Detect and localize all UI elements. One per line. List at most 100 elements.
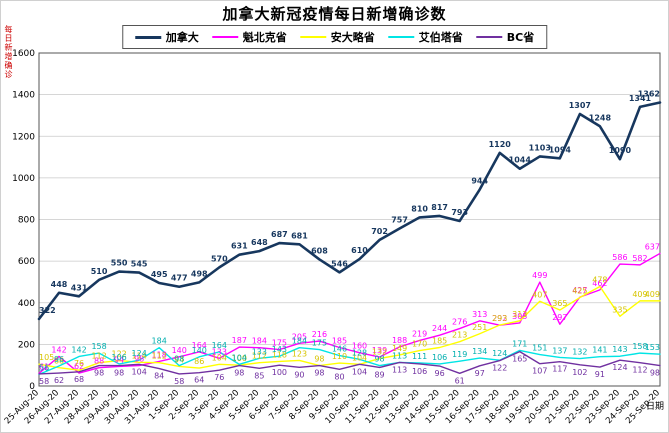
data-label: 85 <box>254 371 264 380</box>
data-label: 365 <box>552 299 567 308</box>
data-label: 118 <box>152 350 167 359</box>
data-label: 478 <box>592 276 607 285</box>
data-label: 98 <box>314 355 324 364</box>
y-tick-label: 1200 <box>12 132 35 142</box>
data-label: 94 <box>174 355 184 364</box>
data-label: 303 <box>512 312 527 321</box>
data-label: 123 <box>292 349 307 358</box>
data-label: 112 <box>152 352 167 361</box>
data-label: 133 <box>212 347 227 356</box>
data-label: 431 <box>71 283 88 292</box>
data-label: 98 <box>314 369 324 378</box>
data-label: 142 <box>71 345 86 354</box>
data-label: 58 <box>174 377 184 386</box>
data-label: 134 <box>472 347 487 356</box>
data-label: 84 <box>154 372 164 381</box>
data-label: 98 <box>650 369 660 378</box>
data-label: 98 <box>174 355 184 364</box>
data-label: 96 <box>54 355 64 364</box>
data-label: 142 <box>51 345 66 354</box>
data-label: 175 <box>312 339 327 348</box>
data-label: 448 <box>51 280 68 289</box>
data-label: 1094 <box>549 145 572 154</box>
data-label: 427 <box>572 286 587 295</box>
data-label: 96 <box>435 369 445 378</box>
x-axis-title: 日期 <box>645 402 664 412</box>
data-label: 793 <box>451 208 468 217</box>
data-label: 550 <box>111 259 128 268</box>
data-label: 648 <box>251 238 268 247</box>
y-tick-label: 0 <box>29 382 35 392</box>
data-label: 124 <box>132 349 147 358</box>
data-label: 1090 <box>609 146 632 155</box>
data-label: 143 <box>612 345 627 354</box>
data-label: 313 <box>472 310 487 319</box>
legend-label-2: 安大略省 <box>330 31 375 44</box>
data-label: 56 <box>39 363 49 372</box>
series-line-3 <box>38 347 661 376</box>
data-label: 149 <box>392 344 407 353</box>
series-line-4 <box>38 350 661 375</box>
data-label: 499 <box>532 271 547 280</box>
data-label: 112 <box>252 352 267 361</box>
data-label: 1248 <box>589 113 612 122</box>
data-label: 132 <box>372 348 387 357</box>
data-label: 498 <box>191 269 208 278</box>
data-label: 160 <box>352 342 367 351</box>
data-label: 106 <box>432 353 447 362</box>
data-label: 107 <box>532 367 547 376</box>
data-label: 98 <box>234 369 244 378</box>
data-label: 97 <box>475 369 485 378</box>
legend-item-1: 魁北克省 <box>211 29 287 45</box>
data-label: 293 <box>492 314 507 323</box>
data-label: 94 <box>114 355 124 364</box>
data-label: 1362 <box>638 90 660 99</box>
data-label: 608 <box>311 246 328 255</box>
data-label: 111 <box>412 352 427 361</box>
data-label: 586 <box>612 253 627 262</box>
data-label: 1341 <box>629 94 652 103</box>
data-label: 276 <box>452 318 467 327</box>
data-label: 1120 <box>489 140 512 149</box>
data-label: 171 <box>512 339 527 348</box>
series-line-2 <box>38 285 661 371</box>
plot-border <box>38 52 661 387</box>
data-label: 133 <box>252 347 267 356</box>
data-label: 407 <box>532 290 547 299</box>
data-label: 146 <box>332 345 347 354</box>
y-tick-label: 1000 <box>12 174 35 184</box>
data-label: 184 <box>152 337 167 346</box>
data-label: 68 <box>74 375 84 384</box>
data-label: 188 <box>392 336 407 345</box>
data-label: 185 <box>332 336 347 345</box>
data-label: 104 <box>212 353 227 362</box>
data-label: 76 <box>214 373 224 382</box>
data-label: 140 <box>172 346 187 355</box>
data-label: 112 <box>632 366 647 375</box>
data-label: 124 <box>492 349 507 358</box>
data-label: 297 <box>552 313 567 322</box>
data-label: 158 <box>632 342 647 351</box>
data-label: 112 <box>91 352 106 361</box>
legend-label-0: 加拿大 <box>165 31 199 44</box>
y-tick-label: 600 <box>18 257 35 267</box>
data-label: 151 <box>532 344 547 353</box>
data-label: 132 <box>572 348 587 357</box>
data-label: 114 <box>132 351 147 360</box>
data-label: 110 <box>332 352 347 361</box>
data-label: 58 <box>39 377 49 386</box>
y-tick-label: 1600 <box>12 49 35 59</box>
data-label: 187 <box>232 336 247 345</box>
data-label: 113 <box>392 351 407 360</box>
data-label: 104 <box>352 353 367 362</box>
legend-swatch-1 <box>211 36 238 38</box>
data-label: 124 <box>612 363 627 372</box>
data-label: 184 <box>252 337 267 346</box>
data-label: 98 <box>134 355 144 364</box>
data-label: 128 <box>352 348 367 357</box>
legend-item-3: 艾伯塔省 <box>387 29 463 45</box>
legend-label-1: 魁北克省 <box>242 31 287 44</box>
data-label: 216 <box>312 330 327 339</box>
data-label: 582 <box>632 254 647 263</box>
data-label: 637 <box>645 242 660 251</box>
